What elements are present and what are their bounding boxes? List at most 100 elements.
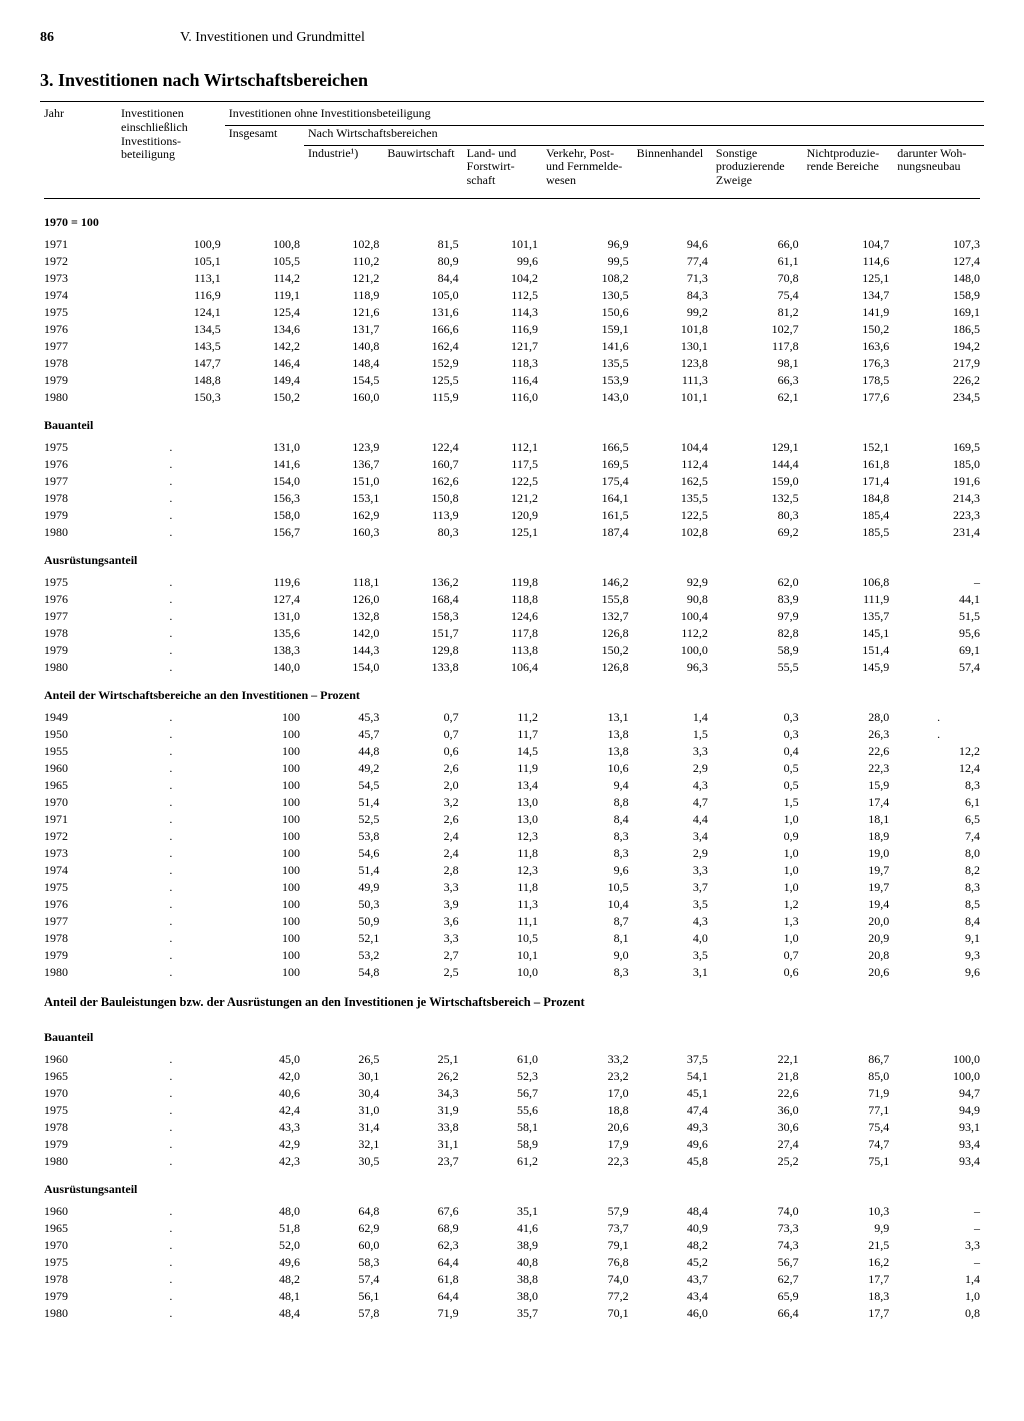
cell: 3,2 (383, 794, 462, 811)
cell-year: 1979 (40, 947, 117, 964)
cell: 123,8 (633, 355, 712, 372)
cell: . (117, 591, 225, 608)
cell: 151,7 (383, 625, 462, 642)
cell: 62,0 (712, 574, 803, 591)
cell: 61,8 (383, 1271, 462, 1288)
cell: 4,3 (633, 777, 712, 794)
cell: . (117, 726, 225, 743)
table-row: 1975124,1125,4121,6131,6114,3150,699,281… (40, 304, 984, 321)
cell: 18,8 (542, 1102, 633, 1119)
cell: 84,3 (633, 287, 712, 304)
table-row: 1972105,1105,5110,280,999,699,577,461,11… (40, 253, 984, 270)
cell: . (117, 642, 225, 659)
cell: 2,6 (383, 760, 462, 777)
cell: 12,2 (893, 743, 984, 760)
cell: 146,4 (225, 355, 304, 372)
cell: 48,4 (633, 1203, 712, 1220)
cell: 116,9 (463, 321, 542, 338)
cell: 1,0 (712, 811, 803, 828)
cell-year: 1960 (40, 1203, 117, 1220)
cell: 54,8 (304, 964, 383, 981)
cell: 130,1 (633, 338, 712, 355)
cell: 119,8 (463, 574, 542, 591)
cell-year: 1975 (40, 1102, 117, 1119)
cell: 56,1 (304, 1288, 383, 1305)
cell: 38,0 (463, 1288, 542, 1305)
cell: 7,4 (893, 828, 984, 845)
cell: 191,6 (893, 473, 984, 490)
cell: 45,8 (633, 1153, 712, 1170)
cell: 49,6 (633, 1136, 712, 1153)
cell: . (117, 1271, 225, 1288)
cell: 100 (225, 760, 304, 777)
cell-year: 1975 (40, 304, 117, 321)
cell: 62,9 (304, 1220, 383, 1237)
table-row: 1975.10049,93,311,810,53,71,019,78,3 (40, 879, 984, 896)
cell: 0,7 (383, 726, 462, 743)
cell: 46,0 (633, 1305, 712, 1322)
cell-year: 1979 (40, 507, 117, 524)
cell: 70,1 (542, 1305, 633, 1322)
cell: 75,4 (712, 287, 803, 304)
cell: 3,3 (383, 879, 462, 896)
cell: 154,0 (304, 659, 383, 676)
cell: 226,2 (893, 372, 984, 389)
cell-year: 1978 (40, 625, 117, 642)
cell: 101,1 (633, 389, 712, 406)
cell: 48,4 (225, 1305, 304, 1322)
cell: 67,6 (383, 1203, 462, 1220)
cell: 10,1 (463, 947, 542, 964)
cell: 3,7 (633, 879, 712, 896)
cell: 121,7 (463, 338, 542, 355)
cell: 100 (225, 794, 304, 811)
cell: 65,9 (712, 1288, 803, 1305)
cell: 27,4 (712, 1136, 803, 1153)
cell: 135,5 (542, 355, 633, 372)
cell: 45,1 (633, 1085, 712, 1102)
section-label-text: Bauanteil (40, 406, 984, 439)
cell-year: 1979 (40, 372, 117, 389)
cell: 100 (225, 862, 304, 879)
cell: 77,2 (542, 1288, 633, 1305)
cell: 62,3 (383, 1237, 462, 1254)
cell: 22,6 (712, 1085, 803, 1102)
cell: 17,7 (803, 1305, 894, 1322)
section-label: Anteil der Wirtschaftsbereiche an den In… (40, 676, 984, 709)
col-inv-einschl: Investitionen einschließlich Investition… (117, 106, 225, 194)
cell: 86,7 (803, 1051, 894, 1068)
cell: 158,3 (383, 608, 462, 625)
cell: 118,1 (304, 574, 383, 591)
cell: 17,4 (803, 794, 894, 811)
cell: 52,0 (225, 1237, 304, 1254)
cell: 214,3 (893, 490, 984, 507)
col-darunter: darunter Woh­nungs­neubau (893, 145, 984, 194)
cell: 156,7 (225, 524, 304, 541)
cell: 53,8 (304, 828, 383, 845)
cell: 51,4 (304, 862, 383, 879)
cell: 117,8 (712, 338, 803, 355)
cell: . (117, 574, 225, 591)
cell: 15,9 (803, 777, 894, 794)
cell: 12,3 (463, 828, 542, 845)
cell: 71,3 (633, 270, 712, 287)
cell: 11,7 (463, 726, 542, 743)
cell: 71,9 (383, 1305, 462, 1322)
cell: 40,9 (633, 1220, 712, 1237)
cell: 43,4 (633, 1288, 712, 1305)
cell: 17,9 (542, 1136, 633, 1153)
table-row: 1979148,8149,4154,5125,5116,4153,9111,36… (40, 372, 984, 389)
cell: 105,0 (383, 287, 462, 304)
cell: 3,3 (893, 1237, 984, 1254)
cell: 75,4 (803, 1119, 894, 1136)
cell: 51,4 (304, 794, 383, 811)
cell: 100 (225, 709, 304, 726)
cell: 105,1 (117, 253, 225, 270)
cell: 36,0 (712, 1102, 803, 1119)
cell: 95,6 (893, 625, 984, 642)
cell: . (117, 1305, 225, 1322)
cell: 187,4 (542, 524, 633, 541)
cell: 4,4 (633, 811, 712, 828)
cell-year: 1975 (40, 574, 117, 591)
cell: 113,9 (383, 507, 462, 524)
cell: 2,7 (383, 947, 462, 964)
